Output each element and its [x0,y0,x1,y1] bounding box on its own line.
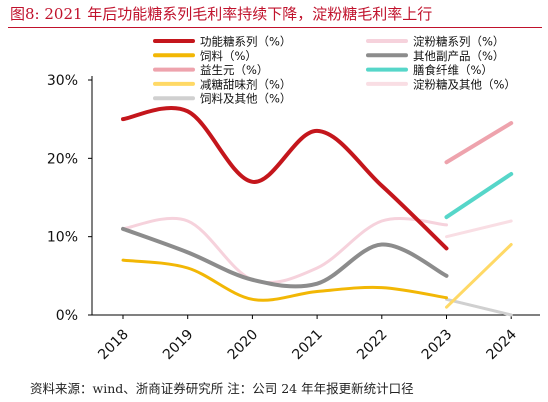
series-line-益生元 [444,121,514,165]
legend-label-减糖甜味剂: 减糖甜味剂（%） [200,77,291,91]
legend-label-淀粉糖及其他: 淀粉糖及其他（%） [413,77,516,91]
series-line-减糖甜味剂 [445,243,513,309]
chart-title: 图8: 2021 年后功能糖系列毛利率持续下降，淀粉糖毛利率上行 [10,5,433,23]
series-line-膳食纤维 [444,172,514,220]
legend-label-益生元: 益生元（%） [200,63,268,77]
chart-legend: 功能糖系列（%）饲料（%）益生元（%）减糖甜味剂（%）饲料及其他（%） 淀粉糖系列… [153,35,516,106]
legend-label-其他副产品: 其他副产品（%） [413,49,504,63]
plot-area [121,105,514,317]
x-tick-label: 2020 [225,327,262,364]
series-line-饲料及其他 [445,297,513,317]
series-line-淀粉糖及其他 [445,219,513,239]
y-tick-label: 30% [47,73,78,89]
x-tick-label: 2018 [95,327,132,364]
series-line-其他副产品 [121,226,449,289]
y-tick-label: 20% [47,151,78,167]
series-line-功能糖系列 [121,105,449,251]
legend-label-饲料: 饲料（%） [200,49,257,63]
x-tick-label: 2021 [289,327,326,364]
title-divider [8,27,542,28]
x-tick-label: 2023 [419,327,456,364]
x-tick-label: 2022 [354,327,391,364]
legend-label-饲料及其他: 饲料及其他（%） [200,92,291,106]
legend-label-功能糖系列: 功能糖系列（%） [200,35,291,49]
series-line-淀粉糖系列 [121,216,448,285]
x-tick-label: 2019 [160,327,197,364]
x-tick-label: 2024 [484,326,521,363]
chart-axes: 30% 20% 10% 0% 2018 2019 2020 2021 2022 2023 2024 [47,73,540,363]
source-note: 资料来源：wind、浙商证券研究所 注：公司 24 年年报更新统计口径 [30,381,414,396]
legend-label-淀粉糖系列: 淀粉糖系列（%） [413,35,504,49]
legend-label-膳食纤维: 膳食纤维（%） [413,63,493,77]
y-tick-label: 10% [47,230,78,246]
y-tick-label: 0% [56,308,78,324]
series-line-饲料 [121,258,448,302]
